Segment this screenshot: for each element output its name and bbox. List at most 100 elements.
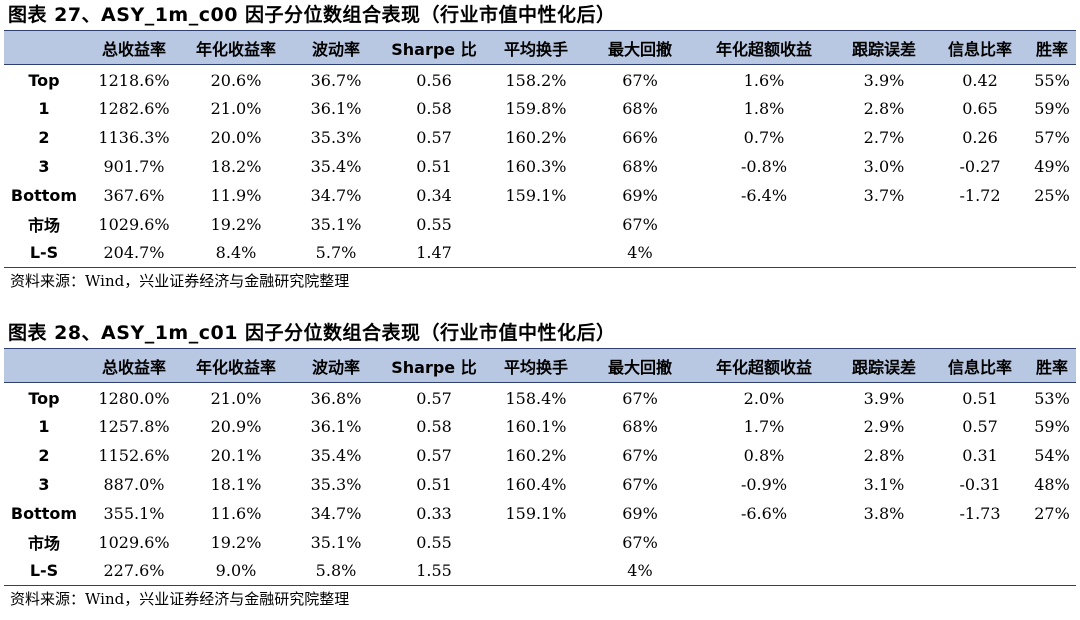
- header-cell: 年化收益率: [195, 39, 276, 59]
- table-block-27: 图表 27、ASY_1m_c00 因子分位数组合表现（行业市值中性化后） 总收益…: [0, 0, 1080, 294]
- table-cell: 1.7%: [743, 416, 785, 436]
- header-row: 总收益率 年化收益率 波动率 Sharpe 比 平均换手 最大回撤 年化超额收益…: [4, 348, 1076, 383]
- row-label: Top: [28, 389, 60, 409]
- table-cell: 18.2%: [210, 156, 262, 176]
- header-cell: 胜率: [1035, 357, 1068, 377]
- table-cell: 2.7%: [863, 127, 905, 147]
- row-label: 1: [38, 98, 50, 118]
- header-cell: 跟踪误差: [851, 357, 916, 377]
- table-cell: [1028, 528, 1076, 557]
- table-cell: 4%: [627, 561, 653, 581]
- table-cell: 59%: [1034, 98, 1070, 118]
- table-cell: 34.7%: [310, 185, 362, 205]
- table-title: 图表 28、ASY_1m_c01 因子分位数组合表现（行业市值中性化后）: [8, 322, 616, 344]
- row-label: Top: [28, 71, 60, 91]
- table-cell: 0.57: [416, 389, 452, 409]
- table-cell: 67%: [622, 445, 658, 465]
- table-cell: 2.8%: [863, 98, 905, 118]
- table-cell: 20.9%: [210, 416, 262, 436]
- table-cell: 160.3%: [505, 156, 567, 176]
- table-row: 3 887.0% 18.1% 35.3% 0.51 160.4% 67% -0.…: [4, 470, 1076, 499]
- table-row: 市场 1029.6% 19.2% 35.1% 0.55 67%: [4, 528, 1076, 557]
- header-cell: 年化超额收益: [715, 39, 812, 59]
- table-cell: 0.26: [962, 127, 998, 147]
- row-label: 3: [38, 156, 50, 176]
- table-cell: [836, 528, 932, 557]
- table-cell: 160.2%: [505, 127, 567, 147]
- table-cell: 0.58: [416, 416, 452, 436]
- table-cell: 1218.6%: [98, 71, 170, 91]
- table-cell: [484, 210, 588, 239]
- table-cell: [1028, 557, 1076, 586]
- table-cell: 27%: [1034, 503, 1070, 523]
- table-row: 1 1257.8% 20.9% 36.1% 0.58 160.1% 68% 1.…: [4, 412, 1076, 441]
- table-cell: 355.1%: [103, 503, 165, 523]
- table-cell: 3.9%: [863, 389, 905, 409]
- table-cell: 35.3%: [310, 127, 362, 147]
- table-cell: 2.8%: [863, 445, 905, 465]
- table-cell: 67%: [622, 474, 658, 494]
- table-cell: 160.4%: [505, 474, 567, 494]
- table-cell: 0.57: [962, 416, 998, 436]
- table-cell: 67%: [622, 214, 658, 234]
- table-cell: 57%: [1034, 127, 1070, 147]
- table-cell: 59%: [1034, 416, 1070, 436]
- row-label: 1: [38, 416, 50, 436]
- table-cell: 0.56: [416, 71, 452, 91]
- table-cell: 0.55: [416, 214, 452, 234]
- table-cell: 69%: [622, 185, 658, 205]
- table-cell: 35.1%: [310, 214, 362, 234]
- table-row: Bottom 355.1% 11.6% 34.7% 0.33 159.1% 69…: [4, 499, 1076, 528]
- table-cell: 68%: [622, 98, 658, 118]
- table-cell: 3.8%: [863, 503, 905, 523]
- table-row: 1 1282.6% 21.0% 36.1% 0.58 159.8% 68% 1.…: [4, 94, 1076, 123]
- header-cell: 总收益率: [101, 357, 166, 377]
- table-cell: 48%: [1034, 474, 1070, 494]
- table-cell: 158.2%: [505, 71, 567, 91]
- table-cell: 3.1%: [863, 474, 905, 494]
- table-cell: [932, 239, 1028, 268]
- table-cell: 35.4%: [310, 156, 362, 176]
- source-note: 资料来源：Wind，兴业证券经济与金融研究院整理: [10, 272, 350, 290]
- table-row: 2 1152.6% 20.1% 35.4% 0.57 160.2% 67% 0.…: [4, 441, 1076, 470]
- table-row: L-S 227.6% 9.0% 5.8% 1.55 4%: [4, 557, 1076, 586]
- table-cell: 367.6%: [103, 185, 165, 205]
- table-cell: 35.4%: [310, 445, 362, 465]
- table-cell: 227.6%: [103, 561, 165, 581]
- table-row: Bottom 367.6% 11.9% 34.7% 0.34 159.1% 69…: [4, 181, 1076, 210]
- header-cell: 跟踪误差: [851, 39, 916, 59]
- table-cell: [484, 557, 588, 586]
- table-cell: 1029.6%: [98, 532, 170, 552]
- table-cell: 55%: [1034, 71, 1070, 91]
- table-cell: 11.6%: [210, 503, 262, 523]
- table-cell: 1.6%: [743, 71, 785, 91]
- table-cell: -0.27: [959, 156, 1001, 176]
- table-cell: 0.31: [962, 445, 998, 465]
- table-cell: [836, 557, 932, 586]
- table-cell: [932, 557, 1028, 586]
- table-cell: -0.31: [959, 474, 1001, 494]
- table-cell: 68%: [622, 416, 658, 436]
- header-cell: 平均换手: [503, 39, 568, 59]
- table-cell: 2.0%: [743, 389, 785, 409]
- table-cell: 0.65: [962, 98, 998, 118]
- header-cell: 波动率: [311, 39, 360, 59]
- header-cell: 年化超额收益: [715, 357, 812, 377]
- table-cell: [932, 528, 1028, 557]
- table-cell: 5.8%: [315, 561, 357, 581]
- table-cell: -6.4%: [740, 185, 788, 205]
- table-cell: -0.8%: [740, 156, 788, 176]
- table-cell: 0.42: [962, 71, 998, 91]
- table-cell: -0.9%: [740, 474, 788, 494]
- header-cell: [4, 349, 84, 383]
- table-cell: 2.9%: [863, 416, 905, 436]
- table-row: 市场 1029.6% 19.2% 35.1% 0.55 67%: [4, 210, 1076, 239]
- table-cell: 0.51: [962, 389, 998, 409]
- table-cell: 0.7%: [743, 127, 785, 147]
- table-cell: 35.1%: [310, 532, 362, 552]
- table-cell: 20.0%: [210, 127, 262, 147]
- table-cell: [692, 239, 836, 268]
- header-cell: 年化收益率: [195, 357, 276, 377]
- row-label: 市场: [27, 534, 60, 553]
- table-cell: 36.7%: [310, 71, 362, 91]
